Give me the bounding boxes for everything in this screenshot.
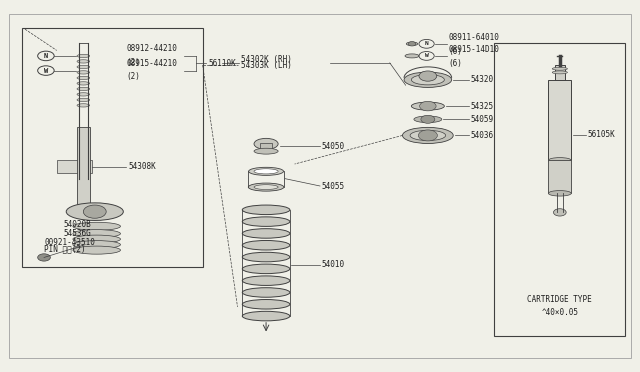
Text: (6): (6) bbox=[448, 59, 462, 68]
Ellipse shape bbox=[254, 169, 278, 174]
Ellipse shape bbox=[406, 42, 418, 46]
Ellipse shape bbox=[254, 138, 278, 149]
Text: 54536G: 54536G bbox=[63, 229, 91, 238]
Bar bbox=[260, 143, 272, 151]
Ellipse shape bbox=[243, 217, 290, 227]
Ellipse shape bbox=[243, 276, 290, 285]
Text: (6): (6) bbox=[448, 47, 462, 56]
Text: (2): (2) bbox=[127, 58, 140, 67]
Ellipse shape bbox=[77, 93, 90, 96]
Ellipse shape bbox=[405, 54, 419, 58]
Ellipse shape bbox=[77, 65, 90, 68]
Ellipse shape bbox=[77, 87, 90, 90]
Ellipse shape bbox=[66, 203, 124, 221]
Text: (2): (2) bbox=[127, 73, 140, 81]
Ellipse shape bbox=[77, 104, 90, 107]
Text: N: N bbox=[425, 41, 428, 46]
Text: 54302K (RH): 54302K (RH) bbox=[241, 55, 292, 64]
Text: 54325: 54325 bbox=[470, 102, 493, 110]
Ellipse shape bbox=[243, 229, 290, 238]
Text: 54308K: 54308K bbox=[129, 162, 156, 171]
Ellipse shape bbox=[410, 130, 445, 141]
Bar bbox=[548, 80, 572, 160]
Text: W: W bbox=[44, 68, 48, 74]
Text: 08915-44210: 08915-44210 bbox=[127, 59, 177, 68]
Text: 54059: 54059 bbox=[470, 115, 493, 124]
Ellipse shape bbox=[77, 76, 90, 80]
Text: W: W bbox=[425, 54, 428, 58]
Ellipse shape bbox=[548, 190, 572, 196]
Ellipse shape bbox=[243, 205, 290, 215]
Ellipse shape bbox=[77, 60, 90, 63]
Circle shape bbox=[408, 42, 416, 46]
Text: 54055: 54055 bbox=[322, 182, 345, 190]
Ellipse shape bbox=[73, 241, 120, 248]
Text: 54303K (LH): 54303K (LH) bbox=[241, 61, 292, 70]
Ellipse shape bbox=[243, 311, 290, 321]
Text: N: N bbox=[44, 53, 48, 59]
Circle shape bbox=[420, 101, 436, 111]
Text: 54036: 54036 bbox=[470, 131, 493, 140]
Ellipse shape bbox=[77, 98, 90, 102]
Ellipse shape bbox=[77, 82, 90, 85]
Ellipse shape bbox=[73, 235, 120, 243]
Ellipse shape bbox=[77, 71, 90, 74]
Text: 08911-64010: 08911-64010 bbox=[448, 33, 499, 42]
Text: 08915-14D10: 08915-14D10 bbox=[448, 45, 499, 54]
Bar bbox=[555, 65, 565, 80]
Ellipse shape bbox=[73, 222, 120, 230]
Ellipse shape bbox=[248, 167, 284, 175]
Circle shape bbox=[419, 130, 437, 141]
Ellipse shape bbox=[73, 230, 120, 238]
Bar bbox=[548, 160, 572, 193]
Ellipse shape bbox=[414, 116, 442, 123]
Text: 56110K: 56110K bbox=[209, 59, 237, 68]
Ellipse shape bbox=[552, 67, 568, 70]
Text: 00921-43510: 00921-43510 bbox=[44, 238, 95, 247]
Bar bbox=[77, 127, 90, 212]
Ellipse shape bbox=[73, 246, 120, 254]
Text: ^40×0.05: ^40×0.05 bbox=[541, 308, 579, 317]
Ellipse shape bbox=[412, 102, 444, 110]
Circle shape bbox=[554, 209, 566, 216]
Text: 54050: 54050 bbox=[322, 142, 345, 151]
Ellipse shape bbox=[404, 72, 452, 87]
Circle shape bbox=[421, 115, 435, 124]
Ellipse shape bbox=[243, 252, 290, 262]
Ellipse shape bbox=[412, 75, 444, 85]
Text: CARTRIDGE TYPE: CARTRIDGE TYPE bbox=[527, 295, 592, 304]
Text: 08912-44210: 08912-44210 bbox=[127, 44, 177, 53]
Text: 56105K: 56105K bbox=[588, 130, 616, 139]
Text: PIN ビン(2): PIN ビン(2) bbox=[44, 244, 86, 254]
Ellipse shape bbox=[248, 183, 284, 191]
Text: 54020B: 54020B bbox=[63, 220, 91, 229]
Bar bbox=[495, 43, 625, 336]
Text: 54010: 54010 bbox=[322, 260, 345, 269]
Text: 54320: 54320 bbox=[470, 75, 493, 84]
Ellipse shape bbox=[254, 148, 278, 154]
Ellipse shape bbox=[552, 71, 568, 74]
Ellipse shape bbox=[243, 299, 290, 309]
Bar bbox=[22, 28, 203, 267]
Circle shape bbox=[419, 71, 436, 81]
Ellipse shape bbox=[243, 240, 290, 250]
Ellipse shape bbox=[243, 288, 290, 297]
Bar bbox=[57, 160, 92, 173]
Ellipse shape bbox=[254, 185, 278, 189]
Ellipse shape bbox=[243, 264, 290, 274]
Ellipse shape bbox=[548, 158, 572, 163]
Ellipse shape bbox=[403, 127, 453, 144]
Circle shape bbox=[83, 205, 106, 218]
Circle shape bbox=[38, 254, 51, 261]
Ellipse shape bbox=[77, 54, 90, 58]
